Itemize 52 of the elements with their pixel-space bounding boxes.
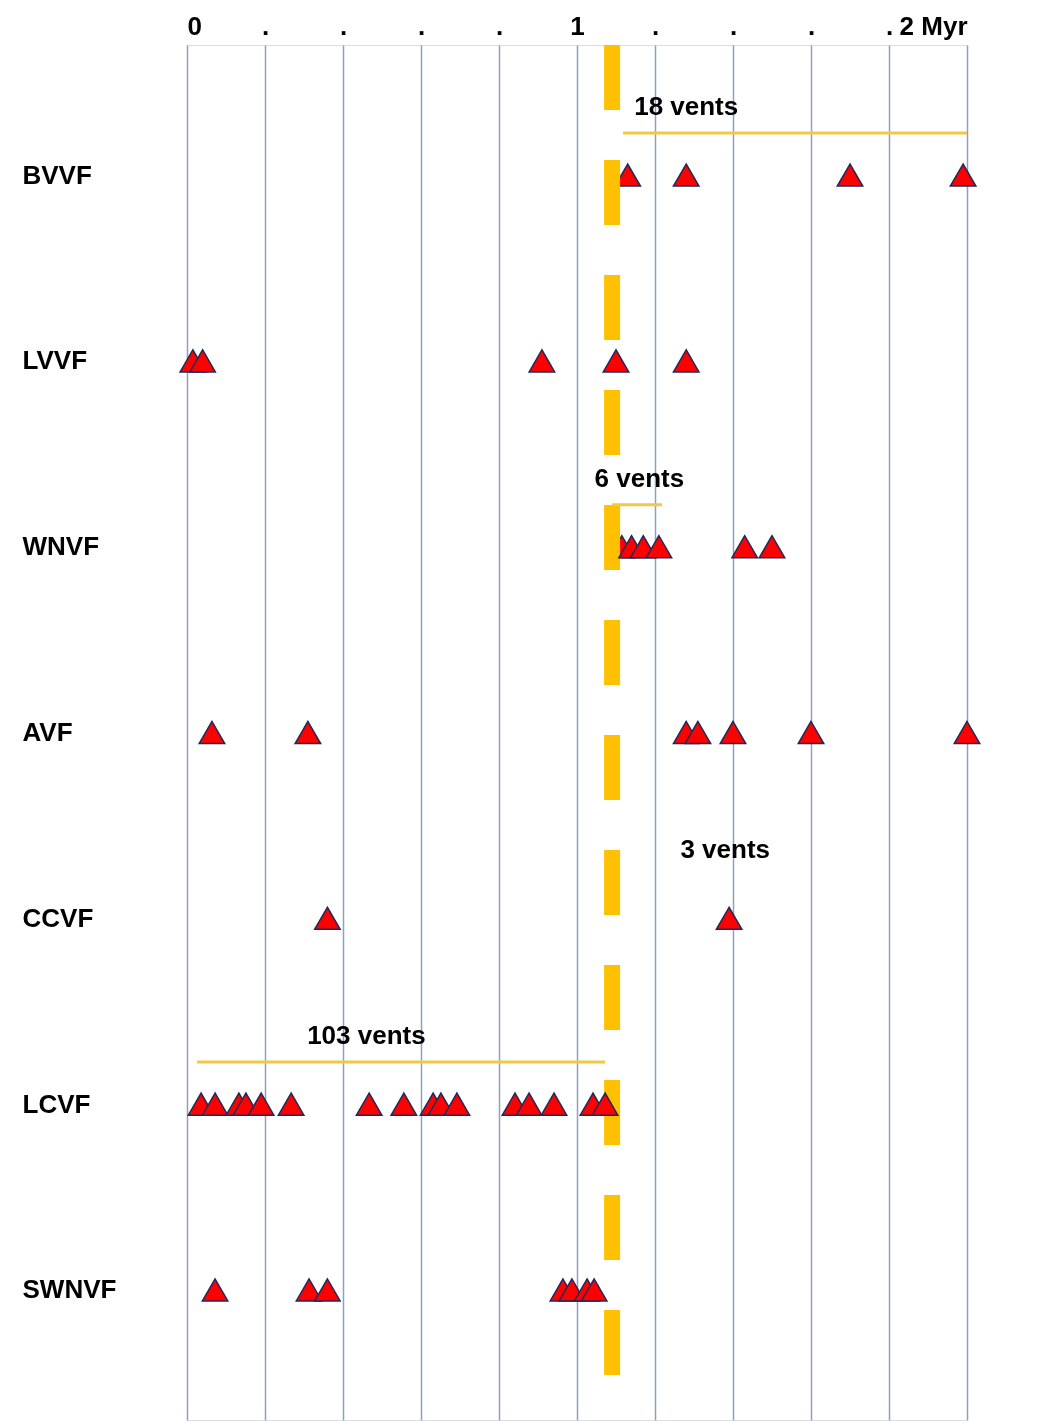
x-tick-label: 2 Myr xyxy=(899,10,968,41)
x-tick-label: . xyxy=(261,10,270,41)
point xyxy=(294,720,322,745)
point xyxy=(443,1092,471,1116)
y-tick-label: BVVF xyxy=(22,159,92,190)
point xyxy=(528,349,556,373)
point xyxy=(672,349,700,373)
point xyxy=(645,534,673,559)
y-tick-label: SWNVF xyxy=(22,1274,117,1305)
y-tick-label: CCVF xyxy=(22,902,94,933)
x-tick-label: . xyxy=(885,10,894,41)
point xyxy=(580,1278,608,1302)
y-tick-label: WNVF xyxy=(22,531,100,562)
point xyxy=(515,1092,543,1116)
point xyxy=(390,1092,418,1116)
x-tick-label: . xyxy=(339,10,348,41)
point xyxy=(731,534,759,559)
point xyxy=(277,1092,305,1116)
point xyxy=(247,1092,275,1116)
point xyxy=(201,1278,229,1302)
x-tick-label: . xyxy=(651,10,660,41)
point xyxy=(198,720,226,745)
x-tick-label: 1 xyxy=(570,10,585,41)
point xyxy=(602,349,630,373)
point xyxy=(715,906,743,931)
point xyxy=(672,163,700,187)
annotation: 6 vents xyxy=(594,462,685,493)
point xyxy=(719,720,747,745)
y-tick-label: AVF xyxy=(22,717,73,747)
point xyxy=(201,1092,229,1116)
point xyxy=(949,163,977,187)
x-tick-label: . xyxy=(729,10,738,41)
point xyxy=(313,1278,341,1302)
point xyxy=(836,163,864,187)
point xyxy=(953,720,981,745)
point xyxy=(758,534,786,559)
point xyxy=(591,1092,619,1116)
point xyxy=(684,720,712,745)
point xyxy=(189,349,217,373)
point xyxy=(797,720,825,745)
point xyxy=(540,1092,568,1116)
point xyxy=(313,906,341,931)
x-tick-label: . xyxy=(807,10,816,41)
annotation: 18 vents xyxy=(634,91,739,122)
annotation: 3 vents xyxy=(680,834,770,865)
annotation: 103 vents xyxy=(307,1020,426,1051)
y-tick-label: LCVF xyxy=(22,1088,91,1119)
y-tick-label: LVVF xyxy=(22,345,88,376)
x-tick-label: 0 xyxy=(187,10,202,41)
point xyxy=(355,1092,383,1116)
x-tick-label: . xyxy=(495,10,504,41)
x-tick-label: . xyxy=(417,10,426,41)
